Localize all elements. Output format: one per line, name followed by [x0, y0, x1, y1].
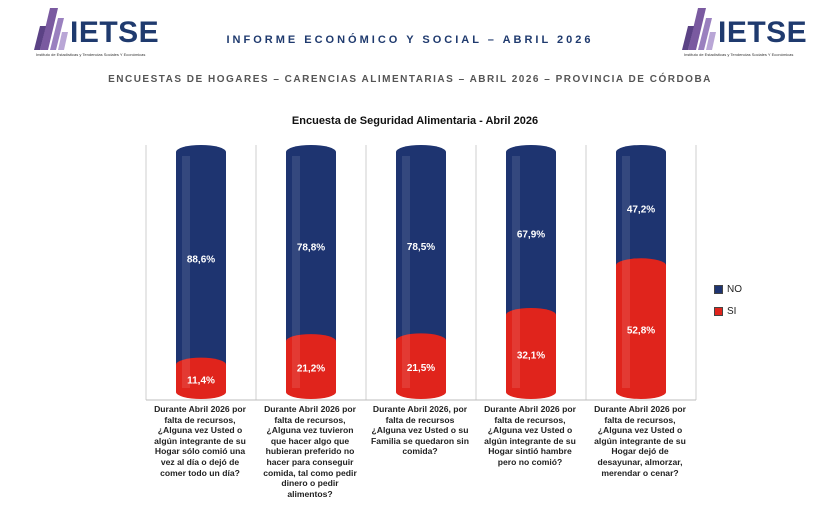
category-label-2: Durante Abril 2026 por falta de recursos… [263, 404, 357, 499]
bar-si-cap-5 [616, 258, 666, 273]
ietse-logo-right: IETSE Instituto de Estadísticas y Tenden… [682, 4, 820, 62]
category-label-4: Durante Abril 2026 por falta de recursos… [484, 404, 576, 467]
logo-subtitle: Instituto de Estadísticas y Tendencias S… [36, 52, 146, 57]
bar-no-3 [396, 152, 446, 341]
legend-item-si: SI [714, 306, 736, 317]
ietse-logo-left: IETSE Instituto de Estadísticas y Tenden… [34, 4, 174, 62]
logo-subtitle: Instituto de Estadísticas y Tendencias S… [684, 52, 794, 57]
bar-no-cap-3 [396, 145, 446, 159]
bar-si-base-5 [616, 385, 666, 399]
bar-no-4 [506, 152, 556, 315]
bar-highlight-4 [512, 156, 520, 388]
bar-highlight-3 [402, 156, 410, 388]
legend-swatch-si [714, 307, 723, 316]
data-label-si-4: 32,1% [517, 350, 545, 361]
bar-si-base-2 [286, 385, 336, 399]
bar-si-base-4 [506, 385, 556, 399]
legend-item-no: NO [714, 284, 742, 295]
bar-highlight-5 [622, 156, 630, 388]
bar-si-base-3 [396, 385, 446, 399]
category-label-1: Durante Abril 2026 por falta de recursos… [154, 404, 246, 478]
legend-label-no: NO [727, 284, 742, 295]
data-label-no-5: 47,2% [627, 205, 655, 216]
data-label-si-1: 11,4% [187, 375, 215, 386]
data-label-no-2: 78,8% [297, 243, 325, 254]
bar-no-cap-2 [286, 145, 336, 159]
bar-si-cap-2 [286, 334, 336, 349]
data-label-no-3: 78,5% [407, 242, 435, 253]
legend-label-si: SI [727, 306, 737, 317]
bar-no-cap-1 [176, 145, 226, 159]
bar-highlight-1 [182, 156, 190, 388]
category-label-3: Durante Abril 2026, por falta de recurso… [371, 404, 469, 457]
legend-swatch-no [714, 285, 723, 294]
logo-stripes-icon [682, 8, 716, 50]
bar-no-2 [286, 152, 336, 342]
bar-si-4 [506, 314, 556, 392]
bar-si-3 [396, 340, 446, 392]
data-label-no-4: 67,9% [517, 229, 545, 240]
bar-si-5 [616, 265, 666, 392]
data-label-si-5: 52,8% [627, 326, 655, 337]
bar-no-1 [176, 152, 226, 365]
bar-si-2 [286, 341, 336, 392]
bar-no-5 [616, 152, 666, 266]
bar-no-cap-4 [506, 145, 556, 159]
logo-wordmark: IETSE [718, 16, 808, 49]
category-label-5: Durante Abril 2026 por falta de recursos… [594, 404, 686, 478]
bar-si-cap-3 [396, 333, 446, 348]
report-subtitle: ENCUESTAS DE HOGARES – CARENCIAS ALIMENT… [108, 74, 712, 85]
chart-title: Encuesta de Seguridad Alimentaria - Abri… [291, 115, 539, 127]
bar-si-cap-4 [506, 307, 556, 322]
report-title: INFORME ECONÓMICO Y SOCIAL – ABRIL 2026 [226, 34, 594, 46]
logo-stripes-icon [34, 8, 68, 50]
logo-wordmark: IETSE [70, 16, 160, 49]
data-label-si-2: 21,2% [297, 364, 325, 375]
bar-highlight-2 [292, 156, 300, 388]
bar-si-base-1 [176, 385, 226, 399]
bar-si-cap-1 [176, 357, 226, 372]
data-label-si-3: 21,5% [407, 363, 435, 374]
bar-no-cap-5 [616, 145, 666, 159]
data-label-no-1: 88,6% [187, 254, 215, 265]
